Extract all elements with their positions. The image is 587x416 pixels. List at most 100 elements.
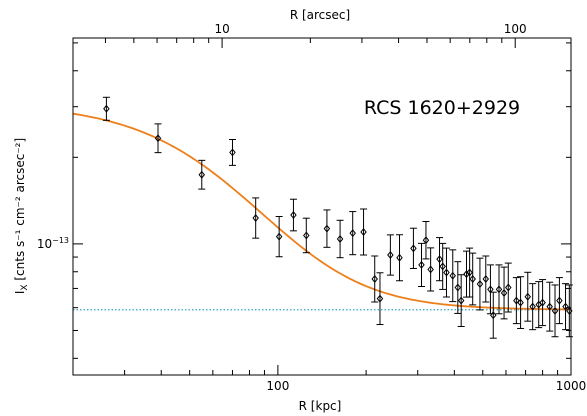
data-point [198, 159, 206, 190]
data-point [323, 209, 331, 248]
data-point [476, 257, 484, 311]
data-point [489, 291, 497, 339]
data-marker [463, 270, 470, 279]
top-x-tick-label: 100 [504, 22, 527, 36]
data-marker [524, 292, 532, 301]
x-axis-label: R [kpc] [299, 399, 342, 413]
data-marker [529, 302, 536, 311]
data-marker [275, 232, 283, 241]
data-marker [454, 283, 462, 292]
data-point [535, 281, 543, 329]
data-point [252, 197, 260, 239]
y-axis-label-units: [cnts s⁻¹ cm⁻² arcsec⁻²] [13, 138, 27, 285]
data-point [546, 281, 554, 332]
data-marker [349, 229, 356, 238]
data-marker [500, 288, 508, 297]
data-point [439, 242, 447, 290]
data-point [422, 221, 430, 260]
data-point [512, 277, 520, 325]
data-marker [360, 227, 367, 236]
data-marker [387, 250, 394, 259]
data-marker [562, 302, 569, 311]
data-point [360, 208, 368, 256]
data-point [495, 264, 503, 315]
data-point [457, 274, 465, 327]
data-marker [323, 224, 331, 233]
data-point [565, 284, 573, 338]
data-point [504, 262, 512, 313]
y-axis-label: IX [cnts s⁻¹ cm⁻² arcsec⁻²] [13, 138, 30, 294]
data-marker [303, 231, 310, 240]
data-point [154, 123, 162, 154]
y-axis-label-symbol: I [13, 291, 27, 295]
data-point [555, 277, 563, 325]
data-marker [482, 274, 490, 283]
data-point [551, 284, 559, 338]
data-point [376, 272, 384, 326]
data-point [524, 271, 532, 322]
data-point [517, 276, 525, 329]
data-point [289, 198, 297, 232]
data-point [396, 234, 404, 282]
data-point [449, 249, 457, 303]
data-point [371, 255, 379, 303]
data-marker [376, 294, 384, 303]
x-tick-label: 100 [266, 379, 289, 393]
data-marker [290, 211, 297, 220]
data-point [469, 252, 477, 306]
chart-annotation: RCS 1620+2929 [364, 97, 520, 119]
data-marker [495, 285, 503, 294]
plot-frame [72, 37, 572, 376]
data-point [417, 242, 425, 287]
data-point [336, 219, 344, 259]
data-point [436, 237, 444, 282]
data-marker [449, 271, 456, 280]
data-marker [513, 296, 520, 305]
data-marker [436, 255, 443, 264]
data-marker [517, 298, 524, 307]
data-marker [443, 268, 450, 277]
data-marker [154, 134, 162, 143]
data-marker [466, 268, 473, 277]
y-tick-label: 10−13 [37, 236, 69, 251]
x-tick-label: 1000 [556, 379, 587, 393]
data-marker [476, 280, 484, 289]
data-point [482, 255, 490, 303]
data-point [302, 217, 310, 254]
data-marker [198, 170, 206, 179]
data-point [500, 266, 508, 320]
data-point [228, 138, 236, 166]
data-marker [371, 274, 378, 283]
data-marker [103, 104, 110, 113]
data-point [466, 247, 474, 298]
top-x-tick-label: 10 [214, 22, 229, 36]
data-marker [539, 298, 546, 307]
top-axis-label: R [arcsec] [290, 8, 350, 22]
data-marker [505, 283, 512, 292]
data-point [529, 283, 537, 331]
data-point [562, 283, 570, 331]
data-marker [457, 296, 465, 305]
y-tick-label-base: 10 [37, 237, 52, 251]
data-point [409, 227, 417, 269]
data-marker [336, 235, 344, 243]
data-marker [551, 306, 559, 315]
data-point [539, 279, 547, 327]
data-marker [427, 265, 434, 274]
data-point [442, 247, 450, 298]
data-marker [556, 296, 563, 305]
data-marker [396, 253, 403, 262]
y-axis-label-subscript: X [20, 284, 30, 290]
data-marker [546, 302, 553, 311]
data-point [427, 247, 435, 292]
fit-curve [72, 112, 572, 311]
data-marker [252, 214, 259, 223]
data-point [386, 234, 394, 276]
data-point [275, 215, 283, 258]
y-tick-label-exponent: −13 [52, 236, 69, 245]
data-point [102, 96, 110, 121]
data-marker [469, 274, 476, 283]
data-point [349, 211, 357, 256]
